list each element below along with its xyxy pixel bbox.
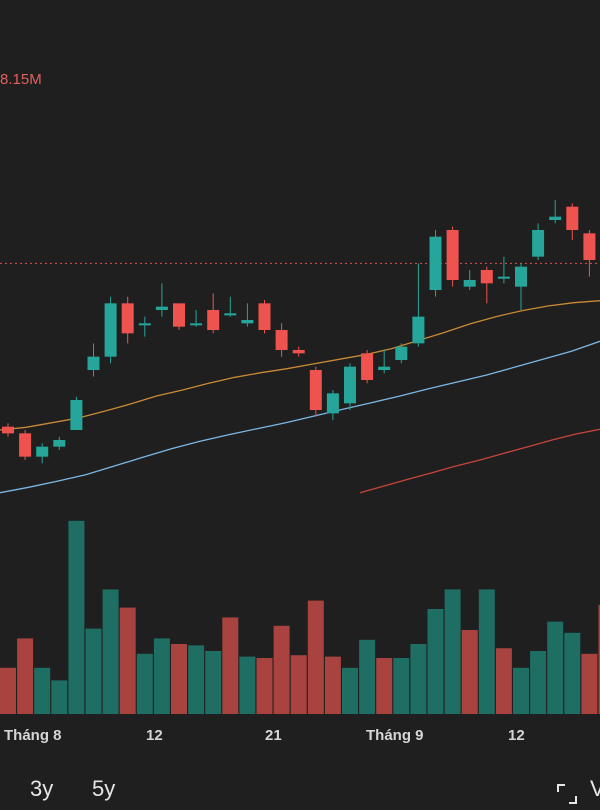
candle-body bbox=[310, 370, 322, 410]
candlesticks bbox=[2, 200, 600, 463]
volume-bars bbox=[0, 521, 600, 714]
volume-bar bbox=[205, 651, 221, 714]
candle-body bbox=[173, 303, 185, 326]
candle-body bbox=[19, 433, 31, 456]
candle-body bbox=[464, 280, 476, 287]
candle-body bbox=[566, 207, 578, 230]
candle-body bbox=[53, 440, 65, 447]
volume-bar bbox=[530, 651, 546, 714]
volume-bar bbox=[274, 626, 290, 714]
x-tick-label: Tháng 9 bbox=[366, 727, 424, 744]
candle-body bbox=[430, 237, 442, 290]
volume-bar bbox=[496, 648, 512, 714]
volume-bar bbox=[257, 658, 273, 714]
candle-body bbox=[156, 307, 168, 310]
candle-body bbox=[395, 347, 407, 360]
volume-bar bbox=[376, 658, 392, 714]
volume-bar bbox=[359, 640, 375, 714]
candle-body bbox=[515, 267, 527, 287]
candle-body bbox=[481, 270, 493, 283]
candle-body bbox=[293, 350, 305, 353]
trailing-label: V bbox=[590, 776, 600, 802]
volume-bar bbox=[17, 638, 33, 714]
candle-body bbox=[583, 233, 595, 260]
range-5y-button[interactable]: 5y bbox=[92, 776, 115, 802]
candle-body bbox=[70, 400, 82, 430]
volume-bar bbox=[171, 644, 187, 714]
volume-bar bbox=[342, 668, 358, 714]
x-tick-label: 12 bbox=[146, 727, 163, 744]
candle-body bbox=[207, 310, 219, 330]
candle-body bbox=[122, 303, 134, 333]
candle-body bbox=[36, 447, 48, 457]
volume-bar bbox=[564, 633, 580, 714]
volume-bar bbox=[547, 622, 563, 714]
x-tick-label: 12 bbox=[508, 727, 525, 744]
candle-body bbox=[105, 303, 117, 356]
candle-body bbox=[139, 323, 151, 325]
expand-icon[interactable] bbox=[556, 783, 578, 805]
candle-body bbox=[549, 217, 561, 220]
volume-bar bbox=[68, 521, 84, 714]
volume-bar bbox=[154, 638, 170, 714]
volume-bar bbox=[581, 654, 597, 714]
candle-body bbox=[88, 357, 100, 370]
volume-bar bbox=[51, 680, 67, 714]
ma-long-line bbox=[360, 429, 600, 492]
volume-bar bbox=[479, 589, 495, 714]
volume-bar bbox=[0, 668, 16, 714]
candle-body bbox=[224, 313, 236, 315]
volume-bar bbox=[222, 617, 238, 714]
candle-body bbox=[259, 303, 271, 330]
candle-body bbox=[412, 317, 424, 344]
volume-bar bbox=[103, 589, 119, 714]
x-tick-label: Tháng 8 bbox=[4, 727, 62, 744]
volume-bar bbox=[428, 609, 444, 714]
candle-body bbox=[498, 277, 510, 279]
candle-body bbox=[378, 367, 390, 370]
candle-body bbox=[276, 330, 288, 350]
candle-body bbox=[327, 393, 339, 413]
candle-body bbox=[241, 320, 253, 323]
volume-bar bbox=[86, 629, 102, 714]
volume-bar bbox=[325, 657, 341, 714]
candle-body bbox=[344, 367, 356, 404]
volume-bar bbox=[239, 657, 255, 714]
volume-bar bbox=[291, 655, 307, 714]
volume-label: 8.15M bbox=[0, 71, 42, 88]
volume-bar bbox=[137, 654, 153, 714]
range-3y-button[interactable]: 3y bbox=[30, 776, 53, 802]
volume-bar bbox=[393, 658, 409, 714]
x-tick-label: 21 bbox=[265, 727, 282, 744]
volume-bar bbox=[445, 589, 461, 714]
candle-body bbox=[532, 230, 544, 257]
volume-bar bbox=[462, 630, 478, 714]
volume-bar bbox=[308, 601, 324, 714]
volume-bar bbox=[513, 668, 529, 714]
candle-body bbox=[190, 323, 202, 325]
x-axis: Tháng 8 12 21 Tháng 9 12 bbox=[4, 727, 525, 744]
volume-bar bbox=[120, 608, 136, 714]
volume-bar bbox=[34, 668, 50, 714]
volume-bar bbox=[410, 644, 426, 714]
candle-body bbox=[447, 230, 459, 280]
volume-bar bbox=[188, 645, 204, 714]
candle-body bbox=[361, 353, 373, 380]
candle-body bbox=[2, 427, 14, 434]
